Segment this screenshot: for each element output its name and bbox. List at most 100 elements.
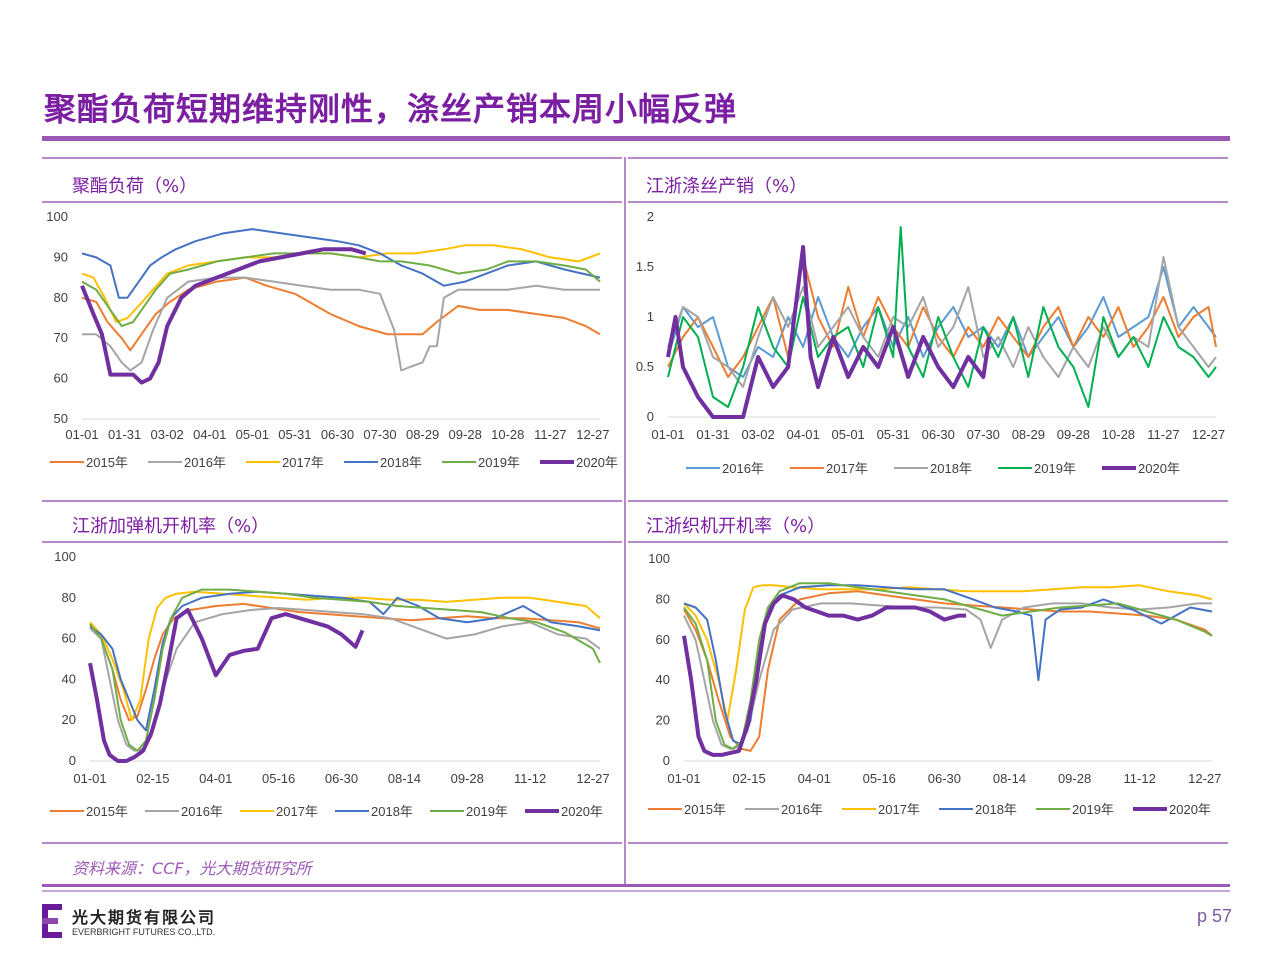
- y-tick-label: 1.5: [636, 259, 654, 274]
- chart-polyester-load: 50 60 70 80 90 100 01-01 01-31 03-02 04-01 05-01 05…: [46, 209, 618, 470]
- series-line-2015年: [81, 276, 601, 352]
- x-tick-label: 01-01: [73, 771, 106, 786]
- page-title: 聚酯负荷短期维持刚性，涤丝产销本周小幅反弹: [44, 90, 738, 128]
- x-tick-label: 09-28: [449, 427, 482, 442]
- panel-rule: [628, 842, 1228, 844]
- panel-rule: [628, 201, 1228, 203]
- x-tick-label: 04-01: [798, 771, 831, 786]
- panel-rule: [42, 157, 622, 159]
- legend-label: 2018年: [975, 802, 1017, 817]
- footer-rule-thin: [42, 890, 1230, 892]
- series-line-2016年: [82, 276, 600, 372]
- x-tick-label: 08-29: [406, 427, 439, 442]
- panel-rule: [42, 541, 622, 543]
- series-line-2020年: [88, 608, 365, 763]
- x-tick-label: 09-28: [1058, 771, 1091, 786]
- y-tick-label: 40: [656, 672, 670, 687]
- legend-label: 2019年: [1034, 461, 1076, 476]
- legend-label: 2017年: [276, 804, 318, 819]
- source-note: 资料来源：CCF，光大期货研究所: [72, 859, 312, 878]
- series-line-2016年: [667, 266, 1217, 378]
- y-tick-label: 1: [647, 309, 654, 324]
- x-tick-label: 08-14: [993, 771, 1026, 786]
- legend-label: 2020年: [561, 804, 603, 819]
- logo-text-en: EVERBRIGHT FUTURES CO.,LTD.: [72, 927, 216, 937]
- title-rule: [42, 136, 1230, 141]
- company-logo: 光大期货有限公司 EVERBRIGHT FUTURES CO.,LTD.: [42, 902, 242, 942]
- chart-title: 江浙织机开机率（%）: [646, 516, 826, 537]
- x-tick-label: 01-01: [65, 427, 98, 442]
- x-tick-label: 11-12: [1124, 771, 1156, 786]
- x-tick-label: 12-27: [576, 427, 609, 442]
- x-tick-label: 05-01: [832, 427, 865, 442]
- series-line-2019年: [667, 226, 1217, 408]
- x-tick-label: 12-27: [576, 771, 609, 786]
- x-tick-label: 10-28: [491, 427, 524, 442]
- x-tick-label: 06-30: [321, 427, 354, 442]
- legend-label: 2018年: [371, 804, 413, 819]
- series-line-2017年: [667, 256, 1217, 378]
- x-tick-label: 12-27: [1188, 771, 1221, 786]
- legend-label: 2019年: [478, 455, 520, 470]
- series-line-2019年: [89, 588, 601, 752]
- series-line-2019年: [683, 582, 1213, 750]
- series-line-2020年: [682, 593, 967, 757]
- legend-label: 2016年: [781, 802, 823, 817]
- logo-mark-icon: [42, 904, 62, 938]
- x-tick-label: 05-31: [278, 427, 311, 442]
- x-tick-label: 12-27: [1192, 427, 1225, 442]
- y-tick-label: 100: [46, 209, 68, 224]
- y-tick-label: 60: [656, 632, 670, 647]
- x-tick-label: 01-01: [667, 771, 700, 786]
- x-tick-label: 08-29: [1012, 427, 1045, 442]
- x-tick-label: 08-14: [388, 771, 421, 786]
- chart-yarn-sales: 0 0.5 1 1.5 2 01-01 01-31 03-02 04-01 05-01 05-31 0…: [636, 209, 1225, 476]
- series-line-2018年: [81, 228, 601, 299]
- y-tick-label: 0: [647, 409, 654, 424]
- y-tick-label: 70: [54, 330, 68, 345]
- x-tick-label: 06-30: [325, 771, 358, 786]
- y-tick-label: 80: [62, 590, 76, 605]
- panel-rule: [628, 500, 1228, 502]
- panel-rule: [42, 201, 622, 203]
- y-tick-label: 80: [54, 290, 68, 305]
- y-tick-label: 90: [54, 249, 68, 264]
- chart-weaving-rate: 0 20 40 60 80 100 01-01 02-15 04-01 05-16 06-30 08-…: [648, 551, 1221, 817]
- x-tick-label: 04-01: [199, 771, 232, 786]
- legend-label: 2017年: [878, 802, 920, 817]
- y-tick-label: 50: [54, 411, 68, 426]
- logo-text-cn: 光大期货有限公司: [72, 908, 217, 927]
- series-line-2020年: [666, 245, 992, 419]
- panel-rule: [628, 157, 1228, 159]
- panel-divider: [624, 157, 626, 885]
- legend-label: 2018年: [380, 455, 422, 470]
- y-tick-label: 80: [656, 591, 670, 606]
- series-line-2015年: [683, 590, 1213, 752]
- y-tick-label: 0: [69, 753, 76, 768]
- legend-label: 2017年: [826, 461, 868, 476]
- panel-rule: [42, 500, 622, 502]
- series-line-2016年: [89, 607, 601, 752]
- x-tick-label: 01-31: [108, 427, 141, 442]
- y-tick-label: 0.5: [636, 359, 654, 374]
- x-tick-label: 07-30: [967, 427, 1000, 442]
- y-tick-label: 20: [62, 712, 76, 727]
- y-tick-label: 40: [62, 671, 76, 686]
- series-line-2020年: [80, 247, 367, 385]
- y-tick-label: 60: [54, 371, 68, 386]
- chart-title: 江浙加弹机开机率（%）: [72, 516, 270, 537]
- x-tick-label: 09-28: [1057, 427, 1090, 442]
- legend-label: 2016年: [722, 461, 764, 476]
- chart-title: 江浙涤丝产销（%）: [646, 176, 808, 197]
- y-tick-label: 60: [62, 631, 76, 646]
- x-tick-label: 03-02: [741, 427, 774, 442]
- x-tick-label: 02-15: [732, 771, 765, 786]
- chart-title: 聚酯负荷（%）: [72, 176, 198, 197]
- legend-label: 2020年: [1138, 461, 1180, 476]
- legend-label: 2015年: [86, 804, 128, 819]
- panel-rule: [42, 842, 622, 844]
- chart-texturing-rate: 0 20 40 60 80 100 01-01 02-15 04-01 05-16 06-30 08-…: [50, 549, 610, 819]
- legend-label: 2020年: [576, 455, 618, 470]
- x-tick-label: 05-01: [236, 427, 269, 442]
- x-tick-label: 07-30: [363, 427, 396, 442]
